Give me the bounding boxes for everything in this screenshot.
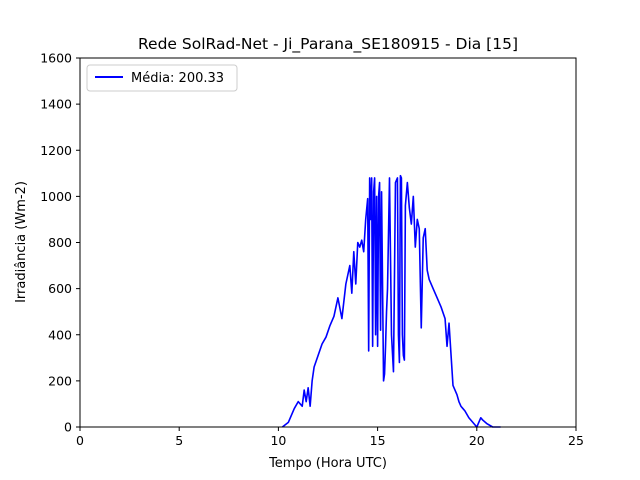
y-tick-label: 1400 bbox=[40, 97, 72, 112]
x-axis-label: Tempo (Hora UTC) bbox=[268, 456, 387, 471]
y-tick-label: 200 bbox=[48, 373, 72, 388]
x-axis: 0 5 10 15 20 25 bbox=[76, 427, 584, 448]
y-tick-label: 1200 bbox=[40, 143, 72, 158]
x-tick-label: 5 bbox=[175, 433, 183, 448]
y-tick-label: 400 bbox=[48, 327, 72, 342]
plot-area bbox=[281, 174, 501, 428]
y-tick-label: 1000 bbox=[40, 189, 72, 204]
legend: Média: 200.33 bbox=[86, 64, 238, 92]
x-tick-label: 20 bbox=[469, 433, 485, 448]
x-tick-label: 10 bbox=[270, 433, 286, 448]
x-tick-label: 25 bbox=[568, 433, 584, 448]
y-axis-label: Irradiância (Wm-2) bbox=[14, 181, 29, 303]
y-tick-label: 0 bbox=[64, 420, 72, 435]
series-line-media bbox=[281, 174, 501, 428]
y-tick-label: 600 bbox=[48, 281, 72, 296]
legend-box bbox=[86, 64, 238, 92]
y-tick-label: 1600 bbox=[40, 51, 72, 66]
y-axis: 0 200 400 600 800 1000 1200 1400 1600 bbox=[40, 51, 80, 435]
x-tick-label: 15 bbox=[370, 433, 386, 448]
x-tick-label: 0 bbox=[76, 433, 84, 448]
y-tick-label: 800 bbox=[48, 235, 72, 250]
legend-entry-label: Média: 200.33 bbox=[131, 71, 224, 86]
chart-title: Rede SolRad-Net - Ji_Parana_SE180915 - D… bbox=[138, 35, 518, 54]
